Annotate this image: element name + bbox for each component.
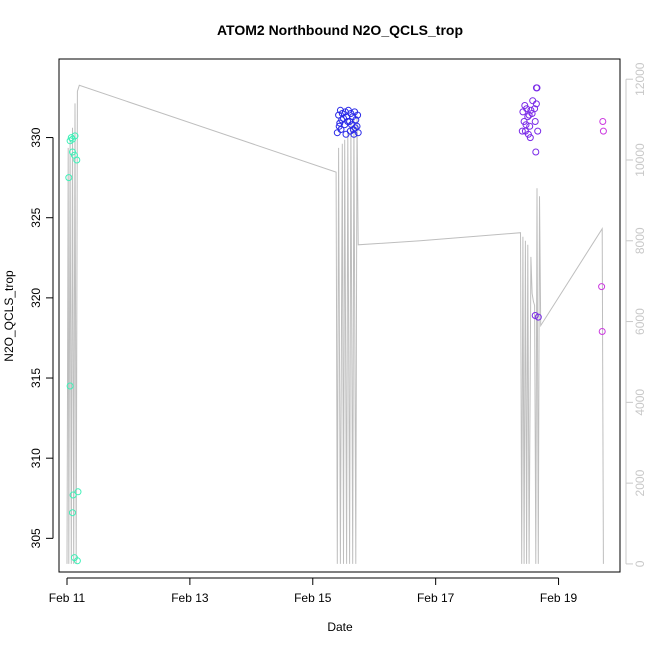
data-point — [598, 283, 606, 291]
y-tick-label: 305 — [29, 528, 43, 548]
y-right-tick-label: 8000 — [633, 227, 647, 254]
plot-frame — [58, 58, 621, 573]
data-point — [531, 118, 539, 125]
y-tick-label: 315 — [29, 368, 43, 388]
data-point — [335, 111, 343, 119]
data-point — [524, 113, 532, 121]
data-point — [528, 110, 536, 117]
data-point — [527, 106, 535, 114]
chart-title: ATOM2 Northbound N2O_QCLS_trop — [217, 22, 463, 38]
data-point — [529, 97, 537, 105]
data-point — [518, 127, 526, 135]
data-point — [74, 488, 82, 496]
x-axis-label: Date — [327, 620, 353, 634]
data-point — [65, 174, 73, 182]
data-point — [66, 382, 74, 390]
data-points-layer — [65, 84, 607, 565]
x-tick-label: Feb 13 — [171, 591, 209, 605]
y-axis-left: 305 310 315 320 325 330 — [29, 127, 54, 548]
y-axis-label: N2O_QCLS_trop — [2, 270, 16, 362]
x-axis: Feb 11 Feb 13 Feb 15 Feb 17 Feb 19 — [49, 577, 578, 605]
y-tick-label: 330 — [29, 127, 43, 147]
data-point — [67, 134, 75, 142]
y-right-tick-label: 0 — [633, 560, 647, 567]
altitude-trace-line — [66, 84, 604, 564]
y-right-tick-label: 2000 — [633, 469, 647, 496]
data-point — [350, 130, 358, 138]
data-point — [354, 129, 362, 137]
data-point — [532, 84, 540, 92]
y-tick-label: 310 — [29, 448, 43, 468]
altitude-trace-layer — [66, 84, 604, 564]
data-point — [519, 108, 527, 116]
x-tick-label: Feb 11 — [49, 591, 86, 605]
data-point — [523, 105, 531, 113]
data-point — [599, 127, 607, 135]
data-point — [73, 156, 81, 164]
data-point — [354, 111, 362, 119]
data-point — [335, 122, 343, 130]
y-right-tick-label: 4000 — [633, 389, 647, 416]
y-right-tick-label: 10000 — [633, 143, 647, 177]
data-point — [352, 116, 360, 124]
y-axis-right: 0 2000 4000 6000 8000 10000 12000 — [625, 62, 647, 567]
y-tick-label: 325 — [29, 207, 43, 227]
data-point — [532, 100, 540, 108]
x-tick-label: Feb 15 — [294, 591, 332, 605]
y-right-tick-label: 6000 — [633, 308, 647, 335]
data-point — [598, 328, 606, 335]
data-point — [534, 127, 542, 135]
data-point — [534, 313, 542, 321]
data-point — [532, 148, 540, 156]
data-point — [73, 557, 81, 565]
data-point — [599, 118, 607, 125]
data-point — [71, 132, 79, 140]
y-right-tick-label: 12000 — [633, 62, 647, 96]
data-point — [69, 509, 76, 517]
data-point — [69, 491, 77, 499]
data-point — [526, 122, 534, 130]
y-tick-label: 320 — [29, 288, 43, 308]
data-point — [526, 134, 534, 142]
x-tick-label: Feb 19 — [540, 591, 578, 605]
data-point — [333, 129, 341, 137]
x-tick-label: Feb 17 — [417, 591, 455, 605]
data-point — [353, 122, 361, 130]
